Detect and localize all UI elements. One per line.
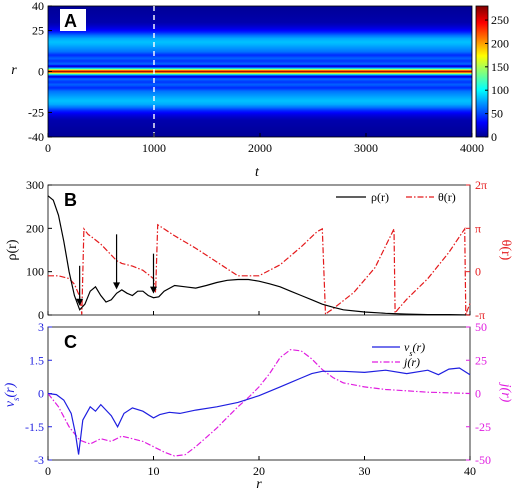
panel-a-ylabel: r <box>11 63 17 78</box>
y-tick-label: 25 <box>32 24 44 38</box>
panel-b-legend: ρ(r) θ(r) <box>336 190 456 204</box>
x-tick-label: 4000 <box>460 141 484 155</box>
y-tick-label: 40 <box>32 0 44 13</box>
y-tick-label: 0 <box>38 387 44 401</box>
x-tick-label: 20 <box>253 464 265 478</box>
y-tick-label: -40 <box>28 130 44 144</box>
panel-c-xlabel: r <box>256 477 262 492</box>
y-tick-label: -1.5 <box>25 420 44 434</box>
annotation-arrow-head <box>76 298 84 306</box>
panel-b: 0 100 200 300 -π 0 π 2π B ρ(r) θ(r) ρ(r) θ(r) <box>5 178 512 322</box>
y2-tick-label: 0 <box>475 387 481 401</box>
annotation-arrow-head <box>150 286 157 294</box>
panel-c-ylabel-right: j(r) <box>498 382 512 403</box>
x-tick-label: 0 <box>45 464 51 478</box>
panel-c-legend: vs(r) j(r) <box>372 340 425 369</box>
colorbar-tick-label: 250 <box>491 13 509 27</box>
colorbar-tick-label: 0 <box>491 130 497 144</box>
series-rho-line <box>47 195 471 316</box>
y2-tick-label: 25 <box>475 353 487 367</box>
y2-tick-label: -π <box>475 308 485 322</box>
legend-theta-label: θ(r) <box>438 190 456 204</box>
y2-tick-label: π <box>475 221 481 235</box>
y-tick-label: 3 <box>38 320 44 334</box>
panel-a-label-box <box>60 9 86 31</box>
legend-rho-label: ρ(r) <box>371 190 389 204</box>
colorbar-tick-label: 150 <box>491 60 509 74</box>
y-tick-label: 1.5 <box>29 353 44 367</box>
y2-tick-label: 50 <box>475 320 487 334</box>
y2-tick-label: -50 <box>475 453 491 467</box>
x-tick-label: 1000 <box>142 141 166 155</box>
y-tick-label: 100 <box>26 265 44 279</box>
series-theta-line <box>48 223 471 316</box>
panel-b-ylabel-left: ρ(r) <box>5 239 20 260</box>
y2-tick-label: -25 <box>475 420 491 434</box>
panel-b-ticks: 0 100 200 300 -π 0 π 2π <box>26 178 487 322</box>
panel-a-label: A <box>64 11 77 31</box>
y-tick-label: 0 <box>38 65 44 79</box>
x-tick-label: 2000 <box>248 141 272 155</box>
panel-a-xlabel: t <box>255 165 260 180</box>
panel-b-ylabel-right: θ(r) <box>498 240 512 261</box>
x-tick-label: 40 <box>464 464 476 478</box>
colorbar <box>475 5 489 138</box>
panel-b-frame <box>47 184 471 316</box>
series-vs-line <box>47 367 471 455</box>
panel-c-ticks: 3 1.5 0 -1.5 -3 50 25 0 -25 -50 0 10 20 30 40 <box>25 320 491 478</box>
panel-c-label: C <box>64 332 77 352</box>
colorbar-ticks: 0 50 100 150 200 250 <box>485 13 509 144</box>
y2-tick-label: 0 <box>475 265 481 279</box>
panel-a-ticks: 0 1000 2000 3000 4000 40 25 0 -25 -40 <box>28 0 484 155</box>
y-tick-label: -3 <box>34 453 44 467</box>
x-tick-label: 30 <box>359 464 371 478</box>
panel-c: 3 1.5 0 -1.5 -3 50 25 0 -25 -50 0 10 20 30 40 C r vs(r… <box>3 320 512 492</box>
x-tick-label: 10 <box>148 464 160 478</box>
panel-b-plot <box>47 195 471 316</box>
panel-b-label: B <box>64 190 77 210</box>
legend-j-label: j(r) <box>402 355 420 369</box>
y-tick-label: 0 <box>38 308 44 322</box>
y-tick-label: 200 <box>26 221 44 235</box>
panel-c-plot <box>47 348 471 457</box>
legend-vs-label: vs(r) <box>404 340 425 358</box>
colorbar-tick-label: 50 <box>491 107 503 121</box>
annotation-arrow-head <box>113 282 121 290</box>
y2-tick-label: 2π <box>475 178 487 192</box>
x-tick-label: 0 <box>45 141 51 155</box>
y-tick-label: -25 <box>28 105 44 119</box>
x-tick-label: 3000 <box>354 141 378 155</box>
colorbar-tick-label: 200 <box>491 36 509 50</box>
y-tick-label: 300 <box>26 178 44 192</box>
panel-c-ylabel-left: vs(r) <box>3 382 21 407</box>
heatmap-field <box>47 5 473 138</box>
colorbar-tick-label: 100 <box>491 83 509 97</box>
